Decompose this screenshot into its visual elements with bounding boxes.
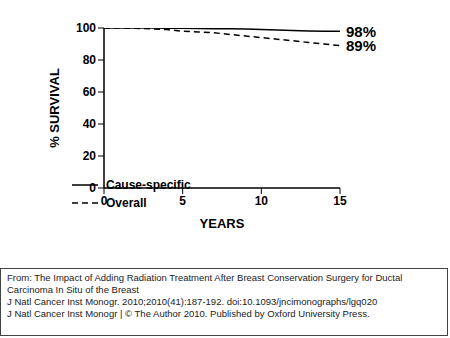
svg-text:15: 15 (333, 194, 347, 208)
svg-text:89%: 89% (346, 37, 376, 54)
svg-text:0: 0 (89, 181, 96, 195)
svg-text:100: 100 (76, 21, 96, 35)
svg-text:5: 5 (179, 194, 186, 208)
html-text:J Natl Cancer Inst Monogr. 201: J Natl Cancer Inst Monogr. 2010;2010(41)… (7, 296, 378, 307)
svg-text:80: 80 (83, 53, 97, 67)
svg-text:98%: 98% (346, 22, 376, 40)
svg-text:% SURVIVAL: % SURVIVAL (47, 68, 62, 148)
html-text:From: The Impact of Adding Rad: From: The Impact of Adding Radiation Tre… (7, 272, 403, 295)
svg-text:YEARS: YEARS (200, 216, 245, 231)
html-text:Overall: Overall (106, 196, 147, 210)
html-text:J Natl Cancer Inst Monogr | ©: J Natl Cancer Inst Monogr | © The Author… (7, 308, 370, 319)
html-text:Cause-specific: Cause-specific (106, 178, 191, 192)
svg-text:20: 20 (83, 149, 97, 163)
svg-text:0: 0 (101, 194, 108, 208)
svg-text:40: 40 (83, 117, 97, 131)
svg-text:10: 10 (255, 194, 269, 208)
svg-text:60: 60 (83, 85, 97, 99)
